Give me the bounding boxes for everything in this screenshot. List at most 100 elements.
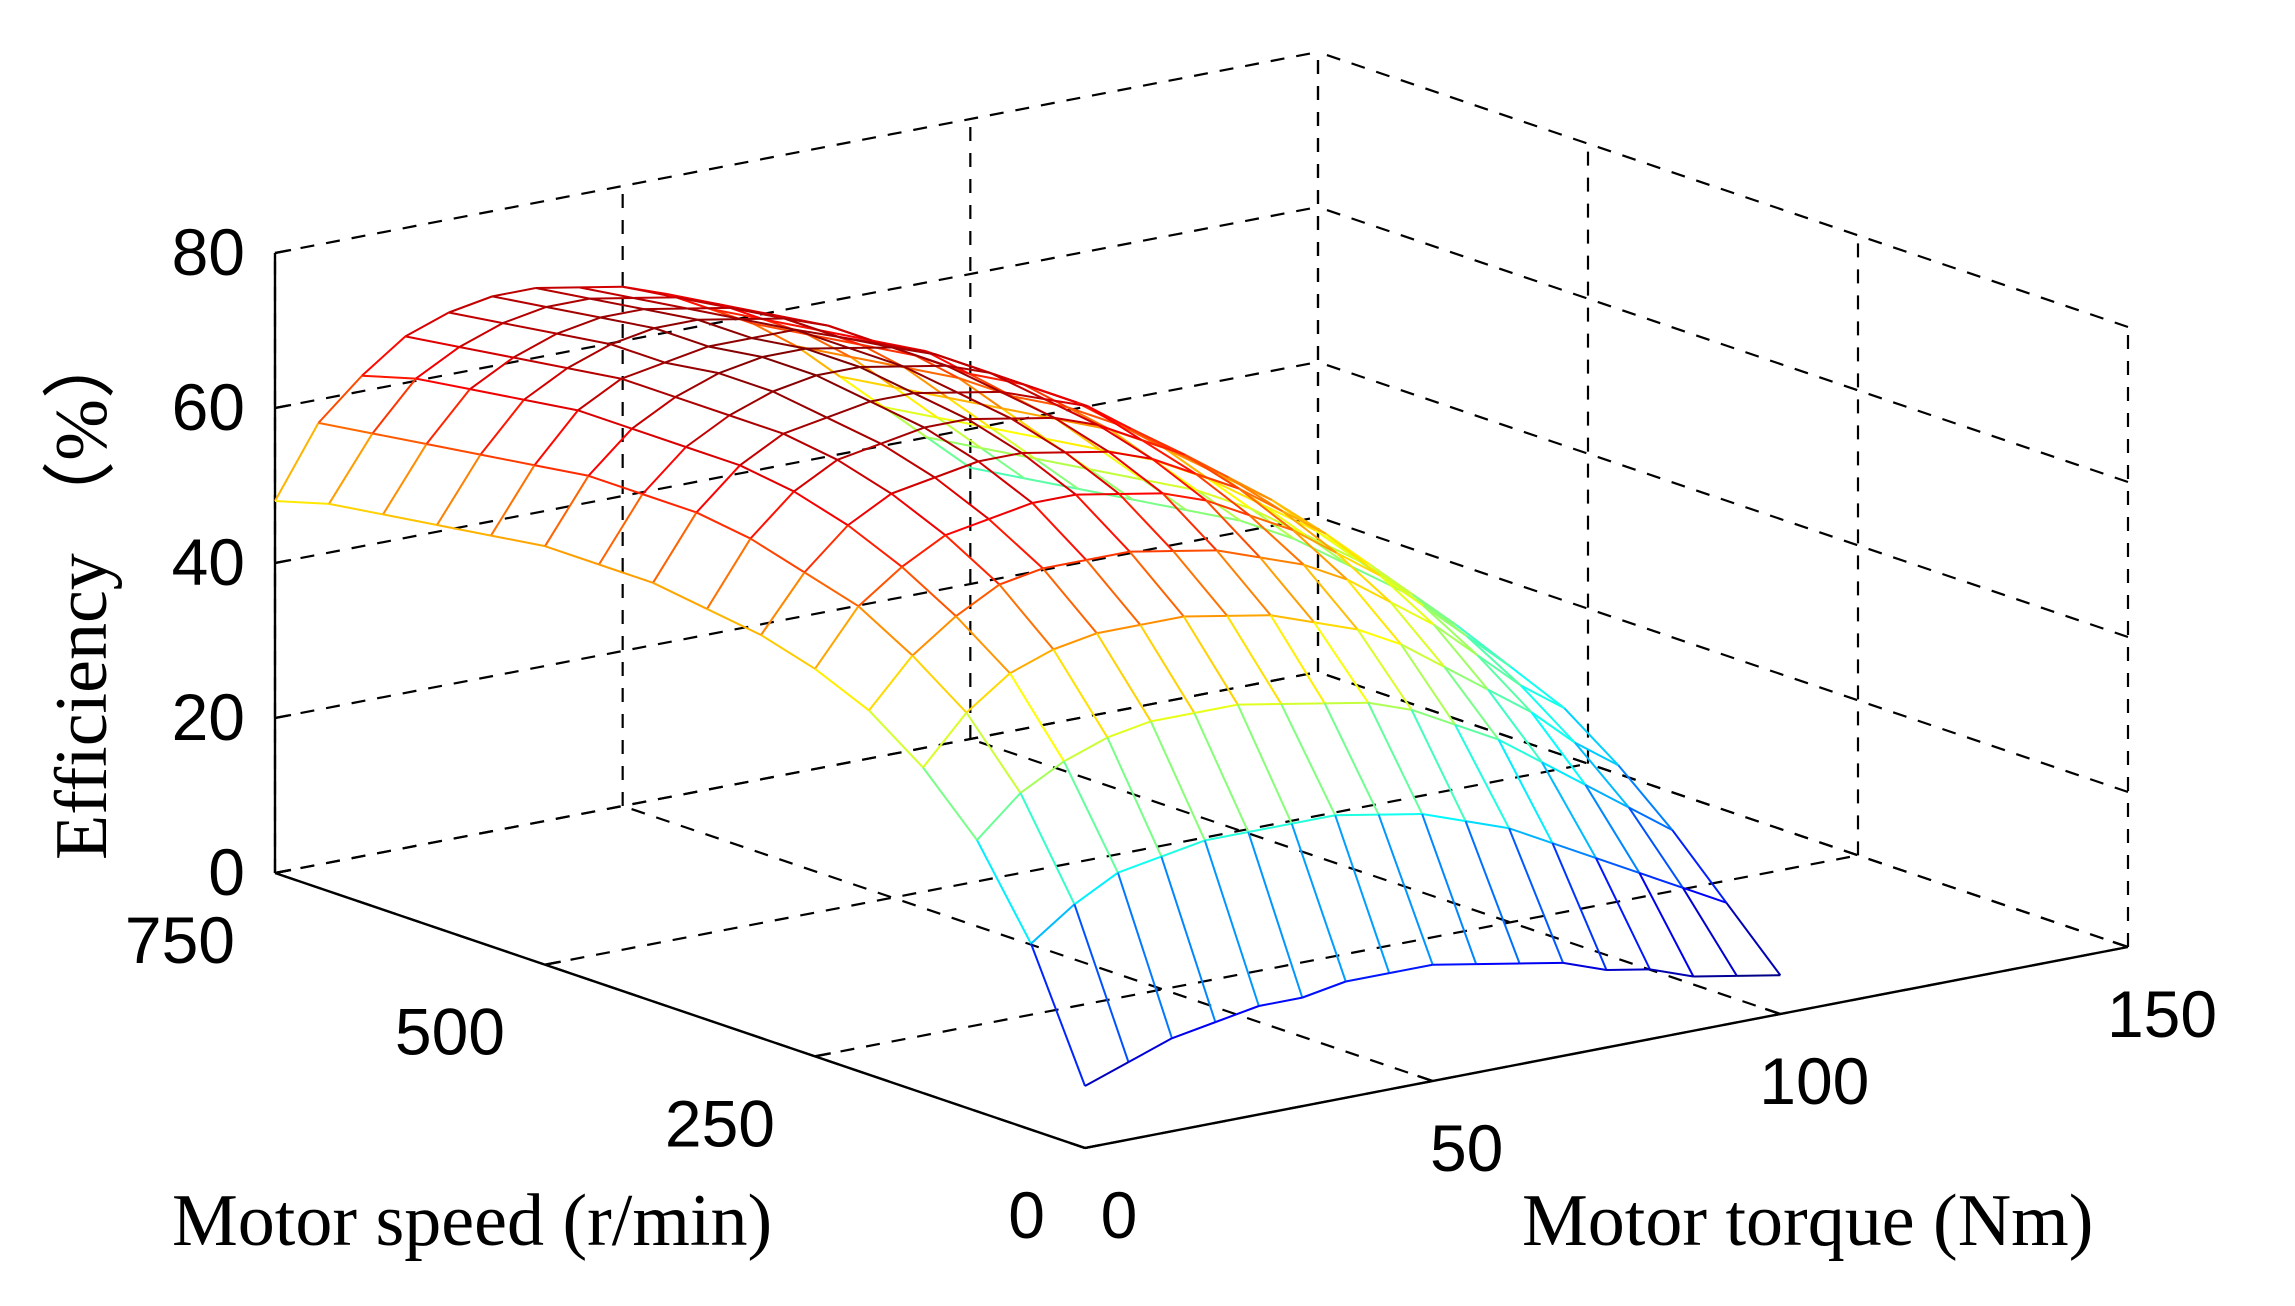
- surface-grid-line: [1163, 447, 1208, 480]
- surface-grid-line: [848, 347, 904, 368]
- surface-grid-line: [1226, 615, 1283, 705]
- surface-grid-line: [901, 534, 946, 568]
- surface-grid-line: [805, 347, 861, 368]
- surface-grid-line: [970, 466, 1025, 480]
- surface-grid-line: [1193, 712, 1250, 833]
- surface-grid-line: [1443, 666, 1500, 741]
- surface-grid-line: [425, 388, 471, 445]
- surface-grid-line: [719, 303, 764, 321]
- surface-grid-line: [1411, 708, 1456, 726]
- speed-tick-label: 250: [665, 1086, 775, 1160]
- surface-grid-line: [610, 327, 655, 346]
- surface-grid-line: [1073, 871, 1119, 906]
- surface-grid-line: [1032, 493, 1076, 504]
- surface-grid-line: [772, 390, 828, 419]
- surface-grid-line: [535, 287, 590, 300]
- torque-tick-label: 50: [1430, 1111, 1503, 1185]
- surface-grid-line: [415, 377, 471, 391]
- surface-grid-line: [1498, 738, 1543, 764]
- surface-grid-line: [1238, 487, 1294, 532]
- surface-grid-line: [523, 398, 579, 412]
- surface-grid-line: [1194, 472, 1251, 517]
- surface-grid-line: [947, 396, 1003, 410]
- surface-grid-line: [685, 414, 730, 448]
- surface-grid-line: [1293, 538, 1349, 566]
- surface-grid-line: [991, 427, 1046, 440]
- surface-grid-line: [1173, 549, 1217, 553]
- surface-grid-line: [1259, 556, 1315, 624]
- surface-grid-line: [976, 792, 1022, 841]
- right-wall-grid-line: [1317, 50, 2129, 329]
- z-axis-title: Efficiency （%）: [41, 325, 123, 860]
- surface-grid-line: [1034, 457, 1090, 471]
- surface-grid-line: [544, 545, 600, 566]
- surface-grid-line: [1584, 783, 1630, 809]
- surface-grid-line: [1172, 550, 1228, 617]
- surface-grid-line: [556, 316, 601, 335]
- surface-grid-line: [708, 345, 763, 359]
- surface-grid-line: [1400, 643, 1456, 726]
- surface-grid-line: [751, 337, 806, 350]
- surface-grid-line: [687, 306, 731, 310]
- surface-grid-line: [1119, 492, 1163, 495]
- surface-grid-line: [977, 460, 1033, 504]
- surface-grid-line: [902, 365, 958, 394]
- surface-grid-line: [633, 296, 688, 310]
- surface-grid-line: [1162, 492, 1207, 502]
- surface-grid-line: [1304, 533, 1360, 562]
- surface-grid-line: [544, 475, 590, 547]
- surface-grid-line: [502, 306, 547, 325]
- surface-grid-line: [1379, 574, 1424, 607]
- surface-grid-line: [1054, 416, 1099, 427]
- surface-grid-line: [1065, 450, 1109, 454]
- surface-grid-line: [967, 417, 1012, 421]
- surface-grid-line: [1357, 628, 1402, 646]
- surface-grid-line: [1563, 707, 1620, 766]
- surface-grid-line: [1128, 551, 1185, 618]
- surface-grid-line: [1141, 438, 1186, 456]
- surface-grid-line: [1509, 665, 1565, 709]
- surface-grid-line: [1487, 689, 1543, 763]
- surface-grid-line: [1270, 614, 1315, 624]
- surface-grid-line: [1063, 736, 1108, 763]
- surface-grid-line: [328, 432, 374, 505]
- surface-grid-line: [492, 287, 536, 298]
- surface-grid-line: [382, 443, 428, 515]
- surface-grid-line: [1454, 723, 1499, 741]
- surface-grid-line: [479, 399, 525, 456]
- surface-grid-line: [1303, 563, 1348, 581]
- surface-grid-line: [1628, 806, 1684, 889]
- surface-grid-line: [1639, 871, 1684, 889]
- surface-grid-line: [1240, 519, 1295, 540]
- surface-grid-line: [556, 332, 612, 346]
- surface-grid-line: [1410, 709, 1467, 822]
- surface-grid-line: [957, 377, 1003, 410]
- speed-tick-label: 0: [1008, 1178, 1045, 1252]
- surface-grid-line: [1010, 417, 1066, 454]
- surface-grid-line: [1313, 621, 1369, 704]
- surface-grid-line: [1302, 564, 1359, 631]
- surface-grid-line: [317, 375, 363, 424]
- surface-grid-line: [535, 286, 580, 289]
- surface-grid-line: [631, 396, 676, 430]
- surface-grid-line: [718, 372, 774, 393]
- surface-grid-line: [631, 427, 687, 448]
- surface-grid-line: [1075, 493, 1131, 553]
- surface-grid-line: [752, 322, 808, 336]
- surface-grid-line: [857, 605, 914, 657]
- surface-grid-line: [622, 285, 677, 299]
- surface-grid-line: [1171, 1021, 1216, 1040]
- surface-grid-line: [405, 335, 460, 348]
- surface-grid-line: [955, 583, 1000, 617]
- surface-grid-line: [1292, 529, 1348, 581]
- surface-grid-line: [709, 307, 764, 321]
- surface-grid-line: [1282, 510, 1327, 535]
- surface-grid-line: [642, 493, 697, 514]
- surface-grid-line: [793, 490, 849, 527]
- surface-grid-line: [533, 409, 579, 466]
- surface-grid-line: [957, 390, 1001, 394]
- surface-grid-line: [783, 416, 828, 435]
- surface-grid-line: [600, 308, 644, 319]
- surface-grid-line: [893, 386, 938, 419]
- surface-grid-line: [621, 361, 666, 380]
